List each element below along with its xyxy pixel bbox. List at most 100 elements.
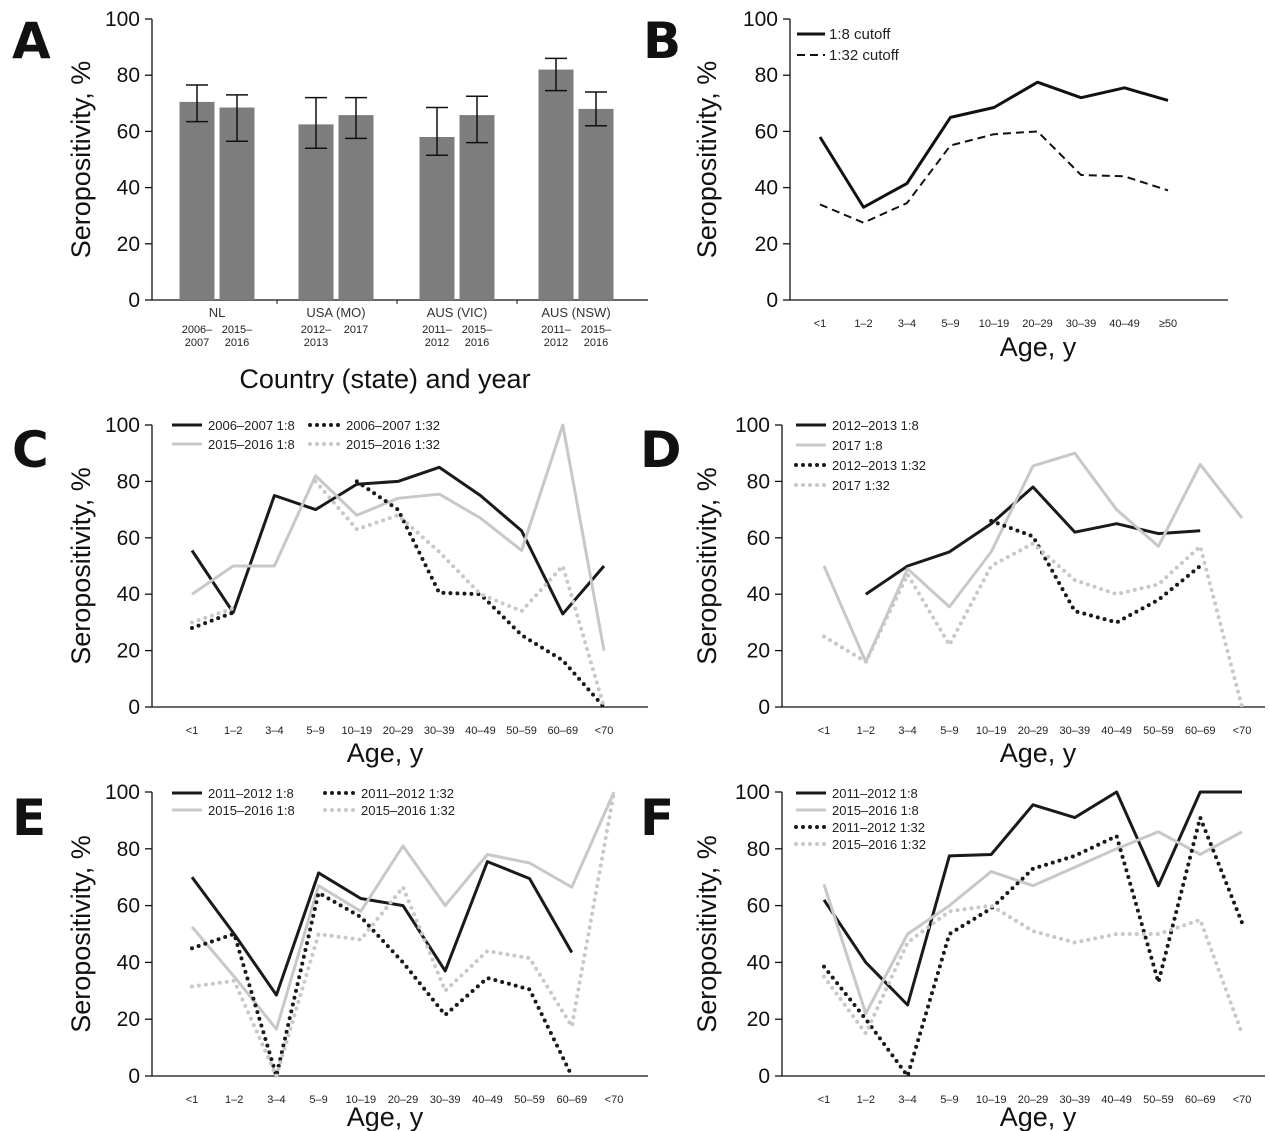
legend-label: 2017 1:8 xyxy=(832,438,883,453)
x-tick-label: 10–19 xyxy=(346,1094,377,1106)
y-tick-label: 40 xyxy=(755,177,778,200)
panel-b: B 0 20 40 60 80 100 Seropositivity, % Age, y <1 1–… xyxy=(643,8,1228,362)
x-tick-label: <70 xyxy=(605,1094,624,1106)
series-line xyxy=(190,610,236,631)
y-tick-label: 60 xyxy=(747,895,770,918)
series-line xyxy=(313,479,606,709)
year-label: 2015– xyxy=(462,324,493,336)
bar xyxy=(179,101,215,301)
series-line xyxy=(819,130,1169,224)
panel-letter: A xyxy=(12,12,51,70)
panel-e: E 0 20 40 60 80 100 Seropositivity, % Age, y <1 1–… xyxy=(12,781,648,1131)
x-tick-label: 50–59 xyxy=(1143,725,1174,737)
panel-letter: D xyxy=(640,421,682,479)
year-label: 2012 xyxy=(425,337,449,349)
series-line xyxy=(191,423,606,651)
y-tick-label: 0 xyxy=(128,696,140,719)
x-tick-label: 5–9 xyxy=(309,1094,327,1106)
panel-letter: F xyxy=(640,789,674,847)
y-tick-label: 20 xyxy=(747,1008,770,1031)
x-tick-label: 1–2 xyxy=(224,725,242,737)
y-tick-label: 60 xyxy=(117,120,140,143)
year-label: 2012 xyxy=(544,337,568,349)
year-label: 2007 xyxy=(185,337,209,349)
x-tick-label: 5–9 xyxy=(940,1094,958,1106)
x-tick-label: <1 xyxy=(818,725,831,737)
x-tick-label: 50–59 xyxy=(514,1094,545,1106)
series-line xyxy=(822,541,1244,709)
series-line xyxy=(818,80,1169,209)
series-line xyxy=(190,606,236,625)
x-tick-label: 20–29 xyxy=(1018,1094,1049,1106)
x-tick-label: <1 xyxy=(186,725,199,737)
bar xyxy=(338,115,374,301)
bar xyxy=(419,137,455,300)
y-tick-label: 100 xyxy=(735,781,770,804)
category-label: AUS (VIC) xyxy=(427,305,488,320)
x-tick-label: 3–4 xyxy=(265,725,283,737)
y-tick-label: 20 xyxy=(755,233,778,256)
y-axis-title: Seropositivity, % xyxy=(66,467,96,665)
x-tick-label: 20–29 xyxy=(388,1094,419,1106)
y-tick-label: 80 xyxy=(755,64,778,87)
category-label: NL xyxy=(209,305,226,320)
series-line xyxy=(822,830,1243,1016)
y-axis-title: Seropositivity, % xyxy=(692,61,722,259)
legend-label: 2015–2016 1:32 xyxy=(361,803,455,818)
x-tick-label: <1 xyxy=(818,1094,831,1106)
x-tick-label: 10–19 xyxy=(979,318,1010,330)
x-tick-label: 30–39 xyxy=(1060,1094,1091,1106)
panel-f: F 0 20 40 60 80 100 Seropositivity, % Age, y <1 1–… xyxy=(640,781,1265,1131)
panel-d: D 0 20 40 60 80 100 Seropositivity, % Age, y <1 1–… xyxy=(640,414,1265,768)
x-tick-label: <70 xyxy=(1233,725,1252,737)
y-tick-label: 20 xyxy=(117,1008,140,1031)
year-label: 2016 xyxy=(584,337,608,349)
series-line xyxy=(822,903,1244,1036)
panel-letter: B xyxy=(643,12,681,70)
panel-c: C 0 20 40 60 80 100 Seropositivity, % Age, y <1 1–… xyxy=(12,414,648,768)
year-label: 2016 xyxy=(465,337,489,349)
x-tick-label: 10–19 xyxy=(976,725,1007,737)
legend-label: 2015–2016 1:32 xyxy=(346,437,440,452)
y-tick-label: 40 xyxy=(117,951,140,974)
y-tick-label: 40 xyxy=(747,951,770,974)
x-tick-label: 5–9 xyxy=(941,318,959,330)
y-tick-label: 80 xyxy=(117,470,140,493)
panel-a: A 0 20 40 60 80 100 Seropositivity, % Country (s… xyxy=(12,8,648,394)
legend-label: 2011–2012 1:8 xyxy=(208,786,294,801)
bar xyxy=(459,115,495,301)
x-tick-label: 10–19 xyxy=(342,725,373,737)
series-line xyxy=(190,890,574,1078)
bar xyxy=(538,69,574,300)
x-tick-label: 30–39 xyxy=(1066,318,1097,330)
legend-label: 2012–2013 1:32 xyxy=(832,458,926,473)
x-tick-label: <1 xyxy=(814,318,827,330)
y-tick-label: 100 xyxy=(105,414,140,437)
category-label: AUS (NSW) xyxy=(541,305,610,320)
y-tick-label: 20 xyxy=(117,640,140,663)
y-tick-label: 60 xyxy=(747,527,770,550)
y-tick-label: 80 xyxy=(747,838,770,861)
bar xyxy=(578,108,614,300)
y-tick-label: 100 xyxy=(105,781,140,804)
x-tick-label: 20–29 xyxy=(1022,318,1053,330)
x-tick-label: 1–2 xyxy=(857,1094,875,1106)
x-tick-label: 30–39 xyxy=(424,725,455,737)
y-tick-label: 60 xyxy=(117,527,140,550)
x-tick-label: 20–29 xyxy=(383,725,414,737)
y-tick-label: 20 xyxy=(117,233,140,256)
y-axis-title: Seropositivity, % xyxy=(66,835,96,1033)
panel-letter: C xyxy=(12,421,49,479)
legend-label: 2015–2016 1:8 xyxy=(208,437,295,452)
x-tick-label: 60–69 xyxy=(557,1094,588,1106)
x-tick-label: 5–9 xyxy=(306,725,324,737)
legend-label: 2011–2012 1:32 xyxy=(361,786,454,801)
y-tick-label: 0 xyxy=(766,289,778,312)
y-tick-label: 0 xyxy=(758,696,770,719)
y-axis-title: Seropositivity, % xyxy=(66,61,96,259)
x-axis-title: Age, y xyxy=(1000,1102,1077,1131)
y-tick-label: 40 xyxy=(117,583,140,606)
year-label: 2016 xyxy=(225,337,249,349)
y-tick-label: 40 xyxy=(747,583,770,606)
